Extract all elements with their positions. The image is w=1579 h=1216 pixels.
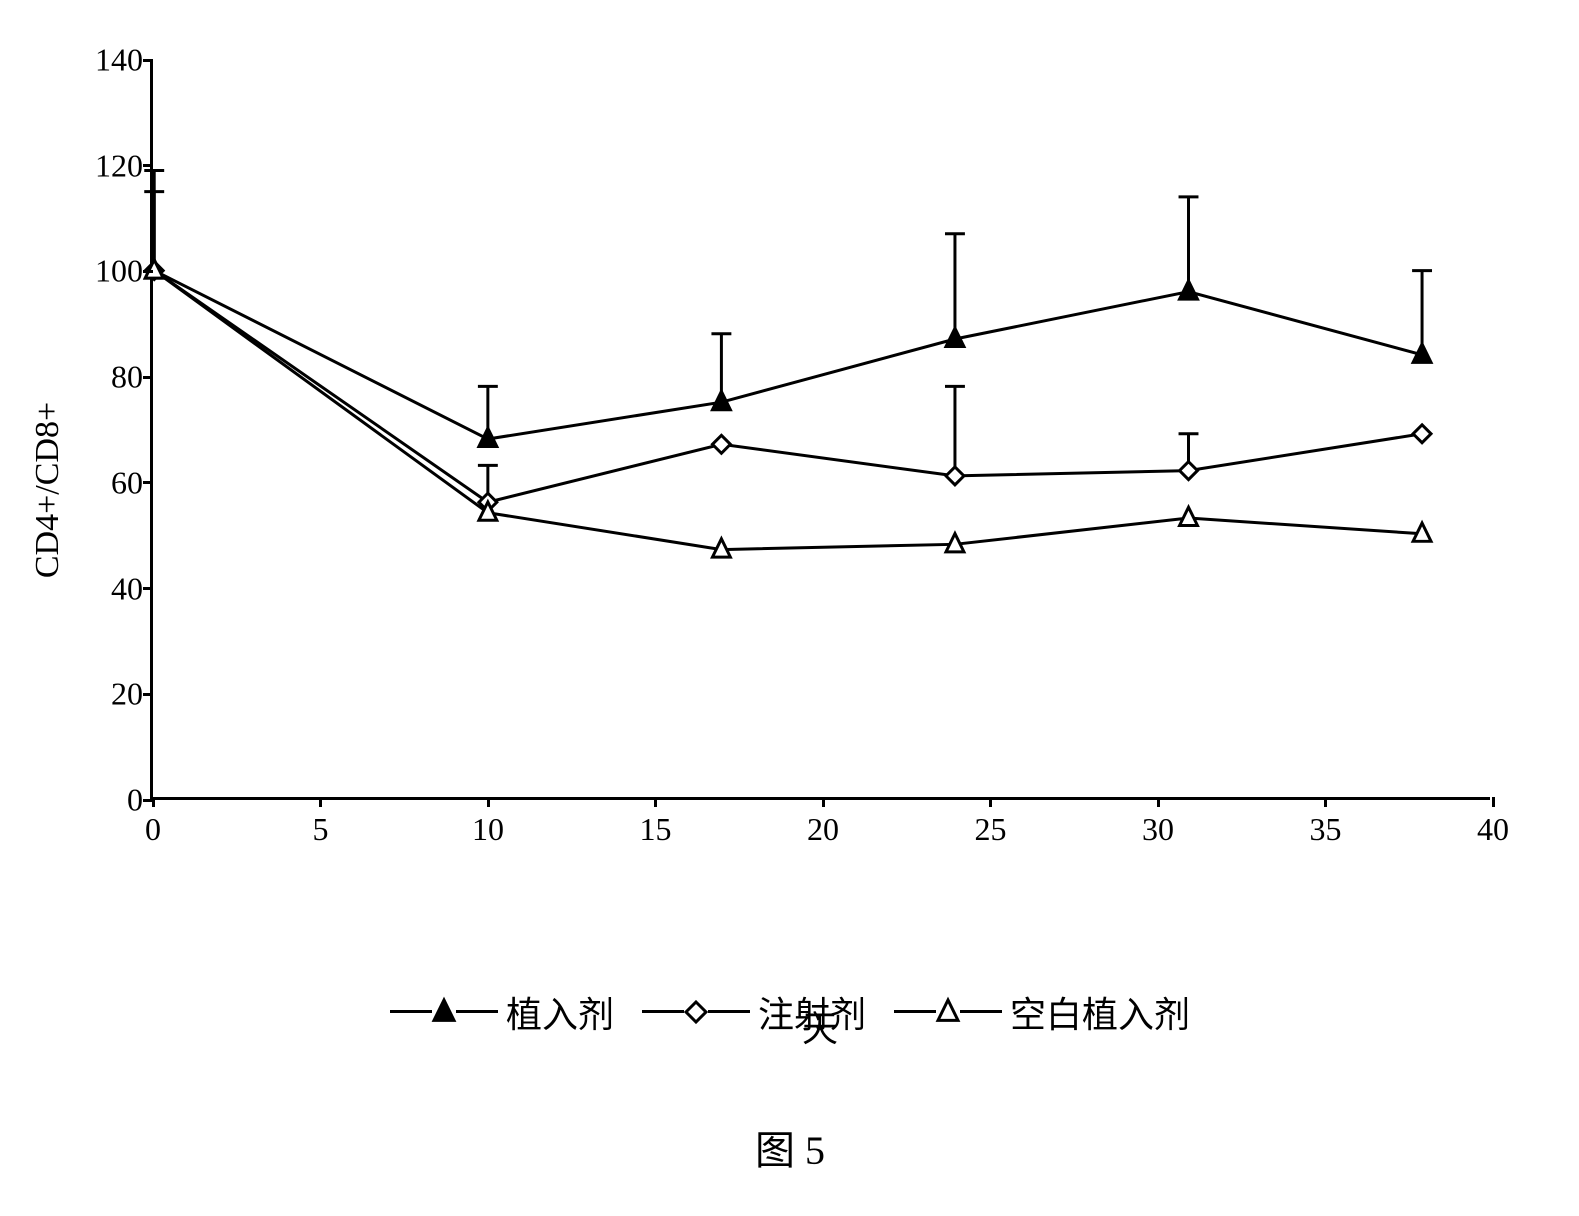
y-tick-label: 100 — [95, 253, 143, 290]
error-bar — [945, 234, 965, 339]
x-tick-mark — [1324, 797, 1327, 807]
y-tick-label: 0 — [127, 782, 143, 819]
x-tick-mark — [654, 797, 657, 807]
legend-marker-icon — [684, 1000, 708, 1024]
y-tick-mark — [143, 376, 153, 379]
x-tick-mark — [152, 797, 155, 807]
y-tick-mark — [143, 587, 153, 590]
y-tick-label: 60 — [111, 464, 143, 501]
legend-line — [708, 1010, 750, 1013]
figure-caption: 图 5 — [40, 1118, 1540, 1176]
error-bar — [1179, 197, 1199, 292]
x-tick-label: 10 — [472, 811, 504, 848]
x-tick-label: 40 — [1477, 811, 1509, 848]
y-tick-label: 120 — [95, 147, 143, 184]
legend-item-blank: 空白植入剂 — [894, 986, 1190, 1038]
y-tick-label: 20 — [111, 676, 143, 713]
marker-injection — [1180, 462, 1198, 480]
y-tick-label: 40 — [111, 570, 143, 607]
legend-item-implant: 植入剂 — [390, 986, 614, 1038]
x-tick-label: 0 — [145, 811, 161, 848]
x-tick-label: 20 — [807, 811, 839, 848]
x-axis-label: 天 — [802, 1000, 838, 1052]
y-tick-mark — [143, 270, 153, 273]
plot-area: 0204060801001201400510152025303540 — [150, 60, 1490, 800]
y-tick-mark — [143, 59, 153, 62]
x-tick-label: 35 — [1310, 811, 1342, 848]
legend-marker-icon — [936, 1000, 960, 1024]
marker-injection — [712, 435, 730, 453]
legend-label: 植入剂 — [506, 986, 614, 1038]
x-tick-label: 30 — [1142, 811, 1174, 848]
chart-outer: CD4+/CD8+ 020406080100120140051015202530… — [40, 40, 1540, 940]
legend-line — [390, 1010, 432, 1013]
legend-line — [642, 1010, 684, 1013]
series-line-implant — [154, 271, 1422, 439]
series-line-injection — [154, 271, 1422, 503]
y-tick-label: 140 — [95, 42, 143, 79]
legend-label: 空白植入剂 — [1010, 986, 1190, 1038]
marker-injection — [946, 467, 964, 485]
series-svg — [153, 60, 1490, 797]
x-tick-mark — [1157, 797, 1160, 807]
x-tick-mark — [989, 797, 992, 807]
legend-line — [894, 1010, 936, 1013]
x-tick-label: 5 — [313, 811, 329, 848]
x-tick-label: 25 — [975, 811, 1007, 848]
legend-marker-icon — [432, 1000, 456, 1024]
marker-injection — [1413, 425, 1431, 443]
marker-blank — [1180, 507, 1198, 525]
y-tick-mark — [143, 481, 153, 484]
legend-line — [456, 1010, 498, 1013]
y-tick-label: 80 — [111, 359, 143, 396]
y-axis-label: CD4+/CD8+ — [29, 402, 67, 578]
x-tick-mark — [319, 797, 322, 807]
x-tick-mark — [822, 797, 825, 807]
figure-container: CD4+/CD8+ 020406080100120140051015202530… — [40, 40, 1540, 1176]
x-tick-mark — [487, 797, 490, 807]
legend-line — [960, 1010, 1002, 1013]
series-line-blank — [154, 271, 1422, 550]
x-tick-label: 15 — [640, 811, 672, 848]
x-tick-mark — [1492, 797, 1495, 807]
y-tick-mark — [143, 693, 153, 696]
error-bar — [945, 386, 965, 475]
legend: 植入剂注射剂空白植入剂 — [40, 980, 1540, 1038]
y-tick-mark — [143, 164, 153, 167]
marker-implant — [1180, 281, 1198, 299]
